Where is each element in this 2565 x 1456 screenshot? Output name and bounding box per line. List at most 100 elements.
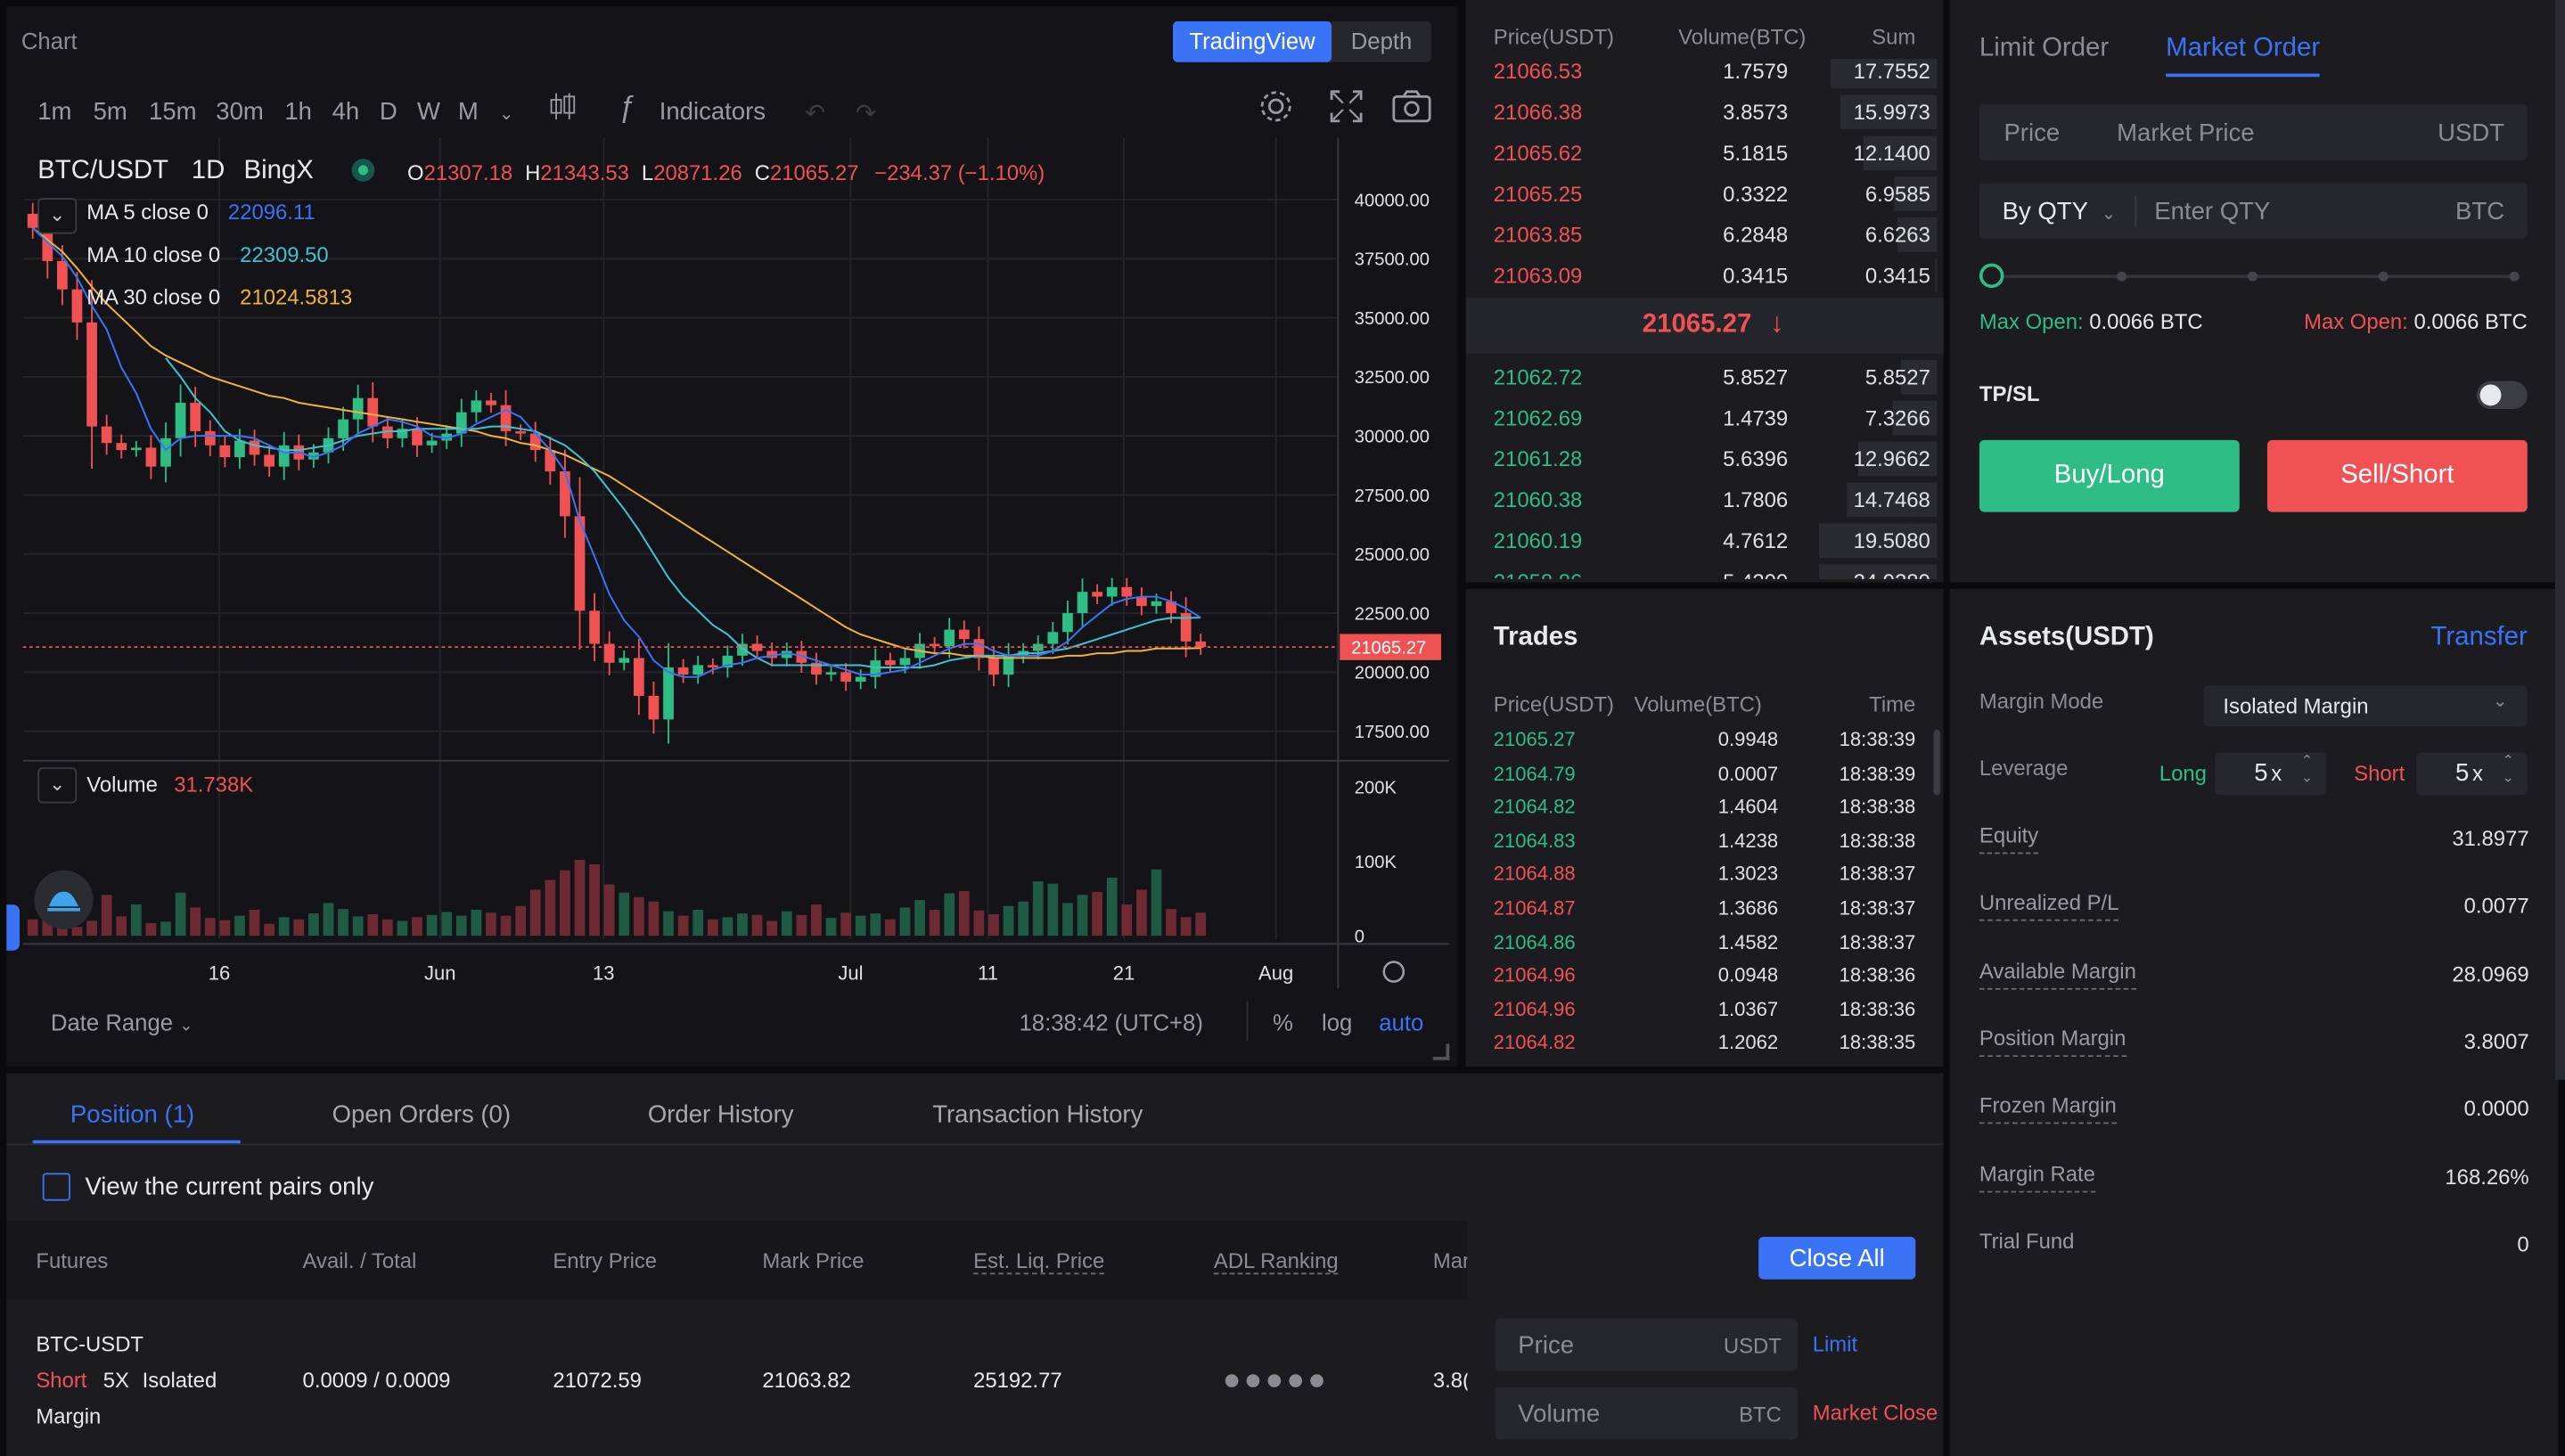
timeframe-d[interactable]: D [379, 98, 397, 127]
page-scrollbar[interactable] [2554, 0, 2565, 1080]
tab-depth[interactable]: Depth [1350, 28, 1413, 54]
timeframe-1h[interactable]: 1h [284, 98, 312, 127]
asset-label[interactable]: Available Margin [1979, 958, 2136, 990]
close-price-input[interactable]: Price USDT [1495, 1318, 1799, 1371]
slider-tick[interactable] [2117, 271, 2127, 282]
timeframe-m[interactable]: M [457, 98, 479, 127]
trades-list[interactable]: 21065.27 0.9948 18:38:39 21064.79 0.0007 18:3… [1466, 724, 1944, 1061]
price-axis-label: 20000.00 [1355, 664, 1430, 683]
candle-body [722, 655, 733, 668]
limit-close-link[interactable]: Limit [1812, 1331, 1858, 1357]
asset-label[interactable]: Position Margin [1979, 1026, 2127, 1057]
collapse-volume-chevron-icon[interactable]: ⌄ [37, 767, 78, 804]
indicators-button[interactable]: Indicators [659, 98, 766, 127]
tab-position[interactable]: Position (1) [70, 1100, 195, 1129]
bid-row[interactable]: 21061.28 5.6396 12.9662 [1466, 438, 1944, 479]
timeframe-5m[interactable]: 5m [93, 98, 127, 127]
collapse-legend-chevron-icon[interactable]: ⌄ [37, 198, 78, 234]
ask-volume: 6.2848 [1723, 222, 1789, 248]
tab-market-order[interactable]: Market Order [2166, 34, 2321, 62]
bid-row[interactable]: 21058.86 5.4200 24.9280 [1466, 561, 1944, 579]
date-range-dropdown[interactable]: Date Range ⌄ [50, 1009, 193, 1036]
position-row[interactable]: BTC-USDT Short 5X Isolated Margin 0.0009 /… [6, 1299, 1470, 1456]
tab-order-history[interactable]: Order History [647, 1100, 794, 1129]
candlestick-chart[interactable]: 40000.00 37500.00 35000.00 32500.00 30000.00… [6, 137, 1457, 1020]
volume-axis-label: 100K [1355, 853, 1397, 872]
timeframe-15m[interactable]: 15m [149, 98, 197, 127]
market-close-link[interactable]: Market Close [1812, 1400, 1938, 1426]
tab-transaction-history[interactable]: Transaction History [932, 1100, 1143, 1129]
asset-label[interactable]: Frozen Margin [1979, 1093, 2117, 1125]
side-drawer-handle[interactable] [6, 904, 20, 951]
col-est-liq-price[interactable]: Est. Liq. Price [973, 1247, 1105, 1275]
qty-slider-handle[interactable] [1979, 263, 2004, 289]
trades-scrollbar[interactable] [1933, 729, 1940, 796]
timeframe-4h[interactable]: 4h [332, 98, 360, 127]
ask-row[interactable]: 21065.25 0.3322 6.9585 [1466, 174, 1944, 215]
volume-bar [381, 919, 393, 937]
buy-long-button[interactable]: Buy/Long [1979, 439, 2240, 512]
candle-body [338, 419, 348, 438]
trade-price: 21064.96 [1493, 997, 1576, 1021]
ask-row[interactable]: 21063.09 0.3415 0.3415 [1466, 255, 1944, 296]
timeframe-more-chevron-icon[interactable]: ⌄ [498, 104, 514, 125]
fullscreen-icon[interactable] [1328, 88, 1364, 124]
price-field[interactable]: Price Market Price USDT [1979, 104, 2528, 160]
timeframe-w[interactable]: W [417, 98, 441, 127]
settings-gear-icon[interactable] [1257, 86, 1296, 126]
margin-mode-dropdown[interactable]: Isolated Margin ⌄ [2203, 685, 2528, 727]
bid-sum: 5.8527 [1864, 364, 1930, 389]
timeframe-1m[interactable]: 1m [37, 98, 72, 127]
redo-icon[interactable]: ↷ [855, 99, 877, 128]
log-scale-toggle[interactable]: log [1322, 1009, 1353, 1036]
resize-handle[interactable] [1432, 1043, 1450, 1060]
sell-short-button[interactable]: Sell/Short [2266, 439, 2528, 512]
asset-label[interactable]: Unrealized P/L [1979, 890, 2119, 922]
slider-tick[interactable] [2247, 271, 2258, 282]
tpsl-toggle[interactable] [2476, 380, 2528, 409]
ask-row[interactable]: 21065.62 5.1815 12.1400 [1466, 133, 1944, 174]
candle-type-icon[interactable] [546, 88, 579, 124]
ask-sum: 17.7552 [1853, 59, 1930, 84]
trade-price: 21064.96 [1493, 963, 1576, 987]
undo-icon[interactable]: ↶ [805, 99, 826, 128]
volume-bar [840, 912, 851, 937]
slider-tick[interactable] [2378, 271, 2389, 282]
tab-limit-order[interactable]: Limit Order [1979, 34, 2110, 62]
asset-value: 28.0969 [2452, 961, 2529, 986]
transfer-link[interactable]: Transfer [2430, 623, 2528, 651]
asset-label[interactable]: Equity [1979, 822, 2039, 855]
auto-scale-toggle[interactable]: auto [1379, 1009, 1424, 1036]
ask-row[interactable]: 21066.38 3.8573 15.9973 [1466, 92, 1944, 133]
positions-panel: Position (1) Open Orders (0) Order Histo… [6, 1073, 1944, 1456]
candle-body [870, 660, 881, 677]
price-axis-label: 17500.00 [1355, 723, 1430, 742]
qty-field[interactable]: By QTY ⌄ Enter QTY BTC [1979, 183, 2528, 240]
col-adl-ranking[interactable]: ADL Ranking [1213, 1247, 1339, 1275]
volume-bar [1106, 878, 1118, 937]
bid-row[interactable]: 21062.72 5.8527 5.8527 [1466, 356, 1944, 397]
percent-scale-toggle[interactable]: % [1272, 1009, 1293, 1036]
depth-bar [1892, 400, 1938, 436]
slider-tick[interactable] [2509, 271, 2520, 282]
bid-row[interactable]: 21060.19 4.7612 19.5080 [1466, 520, 1944, 561]
tab-tradingview[interactable]: TradingView [1173, 20, 1332, 62]
timeframe-30m[interactable]: 30m [216, 98, 264, 127]
candle-body [27, 213, 38, 228]
tab-open-orders[interactable]: Open Orders (0) [332, 1100, 512, 1129]
ask-row[interactable]: 21066.53 1.7579 17.7552 [1466, 59, 1944, 92]
fx-icon[interactable]: ƒ [618, 89, 635, 123]
bid-row[interactable]: 21062.69 1.4739 7.3266 [1466, 397, 1944, 438]
asset-label[interactable]: Margin Rate [1979, 1161, 2095, 1192]
price-axis-label: 25000.00 [1355, 545, 1430, 565]
ask-row[interactable]: 21063.85 6.2848 6.6263 [1466, 215, 1944, 256]
close-volume-input[interactable]: Volume BTC [1495, 1386, 1799, 1440]
qty-mode-dropdown[interactable]: By QTY ⌄ [2002, 198, 2117, 226]
position-margin: 3.8( [1432, 1367, 1470, 1393]
close-all-button[interactable]: Close All [1758, 1236, 1916, 1280]
bid-row[interactable]: 21060.38 1.7806 14.7468 [1466, 479, 1944, 520]
camera-snapshot-icon[interactable] [1390, 88, 1433, 124]
pairs-filter-checkbox[interactable] [42, 1173, 70, 1201]
